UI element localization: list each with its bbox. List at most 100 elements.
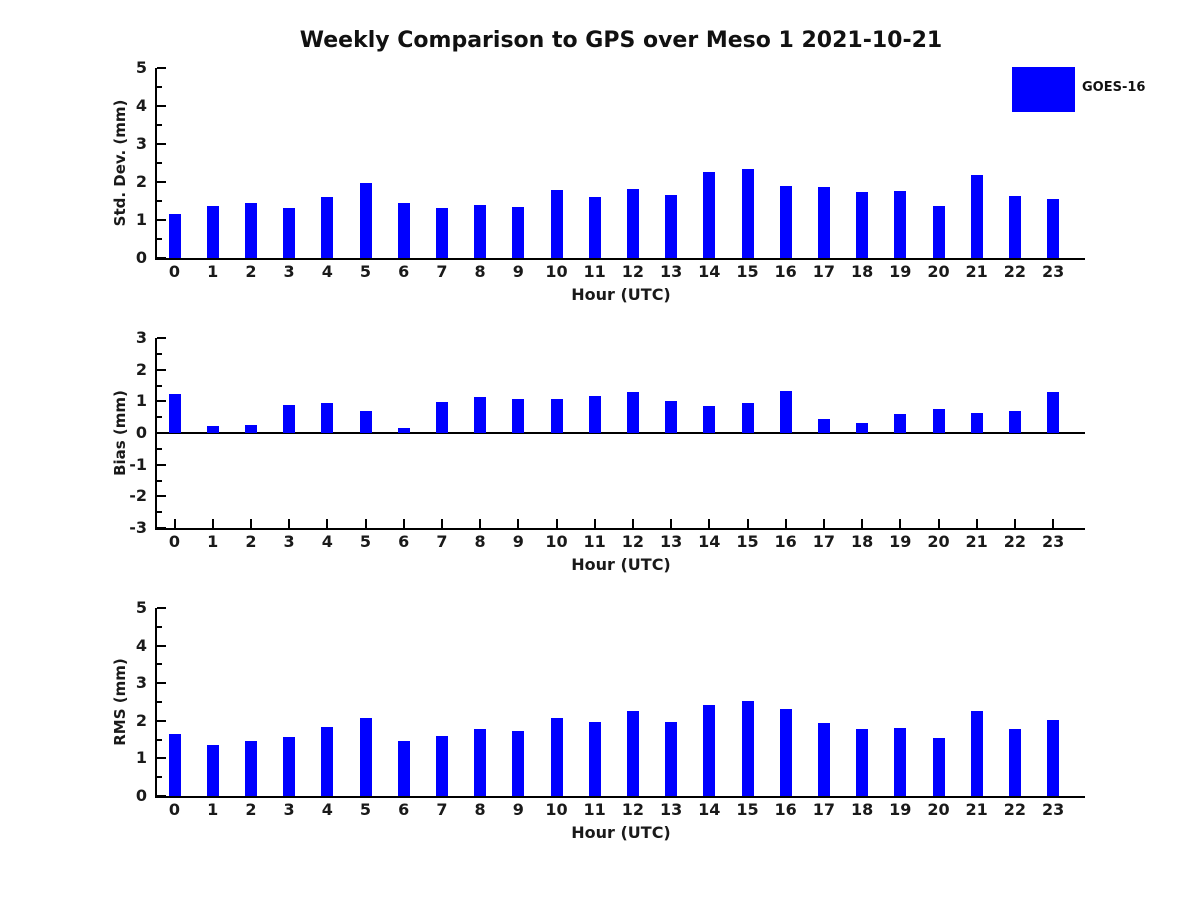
plot-area-rms-mm: [155, 607, 1085, 798]
x-tick-label: 2: [245, 262, 257, 281]
y-axis-title-std-dev-mm: Std. Dev. (mm): [111, 99, 129, 227]
y-tick-label: 1: [135, 748, 147, 768]
figure-title: Weekly Comparison to GPS over Meso 1 202…: [299, 28, 943, 53]
bar-hour-23: [1047, 392, 1060, 433]
legend-label: GOES-16: [1082, 80, 1146, 95]
y-tick-label: 3: [135, 328, 147, 347]
bar-hour-1: [206, 426, 219, 433]
x-tick-mark: [479, 519, 482, 528]
y-minor-tick: [157, 416, 162, 419]
x-tick-label: 17: [812, 532, 836, 551]
y-major-tick: [157, 67, 166, 69]
x-tick-mark: [173, 519, 176, 528]
legend-color-swatch: [1012, 67, 1075, 112]
x-axis-title-rms-mm: Hour (UTC): [571, 823, 671, 842]
y-minor-tick: [157, 124, 162, 126]
bar-hour-6: [397, 741, 410, 796]
y-tick-label: 1: [135, 210, 147, 229]
x-tick-label: 21: [965, 262, 988, 281]
bar-hour-15: [741, 701, 754, 796]
bar-hour-12: [626, 711, 639, 796]
bar-hour-18: [856, 729, 869, 796]
bar-hour-8: [474, 397, 487, 433]
y-tick-label: 0: [135, 423, 147, 442]
bar-hour-10: [550, 398, 563, 433]
bar-hour-6: [397, 428, 410, 433]
x-tick-mark: [822, 519, 825, 528]
bar-hour-2: [244, 425, 257, 433]
y-minor-tick: [157, 384, 162, 387]
x-tick-mark: [708, 519, 711, 528]
x-tick-label: 6: [398, 262, 410, 281]
y-minor-tick: [157, 625, 162, 628]
x-tick-label: 20: [927, 532, 950, 551]
x-tick-label: 18: [850, 262, 874, 281]
bar-hour-18: [856, 191, 869, 258]
y-major-tick: [157, 257, 166, 259]
x-tick-label: 22: [1003, 532, 1027, 551]
x-tick-label: 19: [889, 262, 912, 281]
bar-hour-1: [206, 205, 219, 258]
y-minor-tick: [157, 162, 162, 164]
x-tick-label: 18: [850, 800, 874, 819]
x-tick-label: 5: [359, 800, 372, 819]
x-tick-mark: [937, 519, 940, 528]
x-tick-label: 19: [889, 532, 912, 551]
y-axis-title-bias-mm: Bias (mm): [111, 390, 129, 476]
x-tick-label: 16: [774, 532, 797, 551]
y-tick-label: 2: [135, 710, 147, 730]
bar-hour-19: [894, 414, 907, 433]
x-tick-label: 10: [545, 800, 568, 819]
x-tick-label: 7: [436, 800, 448, 819]
x-tick-label: 1: [207, 532, 219, 551]
x-tick-mark: [326, 519, 329, 528]
y-minor-tick: [157, 86, 162, 88]
bar-hour-1: [206, 744, 219, 796]
x-tick-label: 4: [321, 532, 333, 551]
y-major-tick: [157, 682, 166, 685]
y-major-tick: [157, 795, 166, 797]
x-tick-label: 23: [1041, 532, 1065, 551]
bar-hour-17: [817, 723, 830, 796]
bar-hour-23: [1047, 199, 1060, 258]
bar-hour-11: [588, 197, 601, 258]
x-tick-label: 12: [621, 532, 645, 551]
x-tick-label: 8: [474, 800, 486, 819]
y-major-tick: [157, 607, 166, 609]
bar-hour-16: [779, 185, 792, 258]
bar-hour-9: [512, 207, 525, 258]
bar-hour-21: [970, 412, 983, 433]
x-tick-label: 9: [512, 532, 524, 551]
y-major-tick: [157, 219, 166, 221]
bar-hour-14: [703, 406, 716, 433]
x-tick-label: 8: [474, 532, 486, 551]
y-tick-label: 4: [135, 96, 147, 115]
y-minor-tick: [157, 701, 162, 703]
x-tick-mark: [899, 519, 902, 528]
x-tick-label: 3: [283, 532, 295, 551]
y-tick-label: -2: [129, 486, 147, 506]
x-tick-label: 22: [1003, 800, 1027, 819]
x-tick-mark: [593, 519, 596, 528]
bar-hour-5: [359, 410, 372, 433]
x-tick-label: 16: [774, 800, 797, 819]
bar-hour-4: [321, 726, 334, 796]
bar-hour-4: [321, 402, 334, 433]
x-tick-mark: [517, 519, 520, 528]
bar-hour-11: [588, 395, 601, 433]
y-tick-label: 2: [135, 359, 147, 379]
bar-hour-14: [703, 705, 716, 796]
x-tick-label: 11: [583, 800, 606, 819]
x-tick-mark: [364, 519, 367, 528]
bar-hour-13: [665, 400, 678, 433]
x-tick-mark: [440, 519, 443, 528]
y-minor-tick: [157, 738, 162, 741]
plot-area-std-dev-mm: [155, 67, 1085, 260]
x-tick-mark: [670, 519, 673, 528]
x-tick-label: 12: [621, 262, 645, 281]
x-tick-mark: [746, 519, 749, 528]
y-major-tick: [157, 400, 166, 403]
bar-hour-0: [168, 214, 181, 258]
x-tick-label: 1: [207, 262, 219, 281]
